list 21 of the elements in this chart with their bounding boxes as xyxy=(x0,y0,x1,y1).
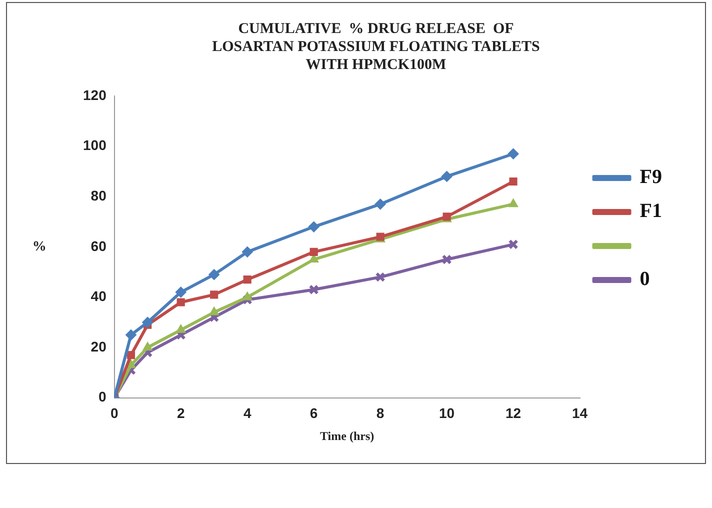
x-tick-label: 14 xyxy=(572,405,588,422)
y-tick-label: 60 xyxy=(90,238,107,254)
legend-label: F1 xyxy=(640,200,662,222)
y-tick-label: 20 xyxy=(90,338,107,354)
y-axis-title: % xyxy=(32,240,46,255)
legend-label: F9 xyxy=(640,166,662,188)
y-tick-label: 80 xyxy=(90,187,107,204)
y-tick-label: 0 xyxy=(98,388,107,405)
x-tick-label: 4 xyxy=(243,405,252,422)
legend-label: 0 xyxy=(640,268,650,290)
y-tick-label: 100 xyxy=(83,137,107,154)
x-tick-label: 0 xyxy=(110,405,118,422)
x-tick-label: 6 xyxy=(310,405,318,422)
x-tick-label: 8 xyxy=(376,405,384,422)
y-tick-label: 40 xyxy=(90,288,107,304)
y-tick-label: 120 xyxy=(83,86,107,103)
x-axis-title: Time (hrs) xyxy=(320,428,374,443)
x-tick-label: 12 xyxy=(506,405,522,422)
x-tick-label: 2 xyxy=(176,405,185,422)
x-tick-label: 10 xyxy=(439,405,455,422)
chart-title: CUMULATIVE % DRUG RELEASE OF LOSARTAN POTASSIUM FLOATING TABLETS WITH HPMCK100M xyxy=(212,20,540,73)
